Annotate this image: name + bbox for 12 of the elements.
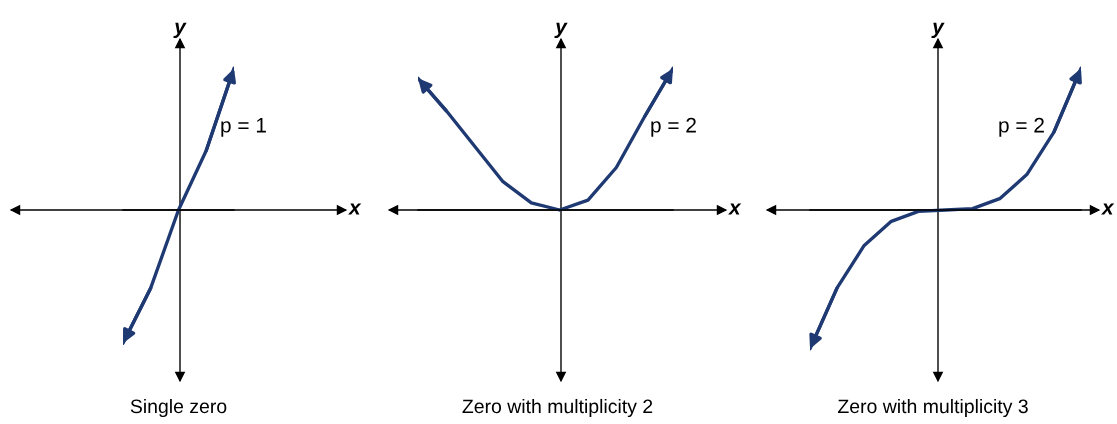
y-axis-title: y xyxy=(931,22,945,38)
annotation: p = 1 xyxy=(221,118,266,137)
x-axis-title: x xyxy=(1101,203,1115,215)
annotation: p = 2 xyxy=(651,117,696,137)
text: Zero with multiplicity 2 xyxy=(462,398,653,418)
x-axis-title: x xyxy=(728,203,742,215)
annotation: p = 2 xyxy=(999,117,1044,137)
text: Zero with multiplicity 3 xyxy=(837,398,1028,418)
y-axis-title: y xyxy=(173,22,187,38)
text: Single zero xyxy=(130,398,227,418)
y-axis-title: y xyxy=(554,22,568,38)
x-axis-title: x xyxy=(348,203,362,215)
